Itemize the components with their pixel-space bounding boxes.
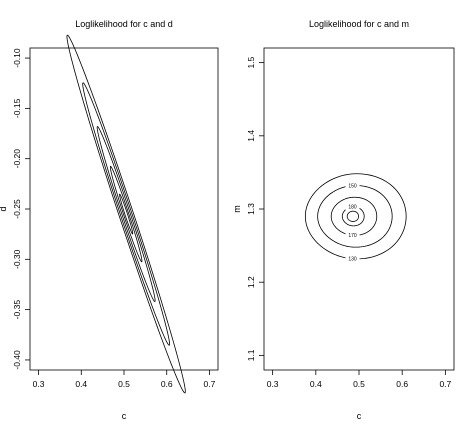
contour-line-5 — [346, 210, 359, 222]
contour-label: 180 — [348, 205, 357, 211]
x-tick-label: 0.6 — [396, 379, 408, 389]
y-tick-label: -0.35 — [12, 300, 22, 320]
y-tick-label: -0.25 — [12, 199, 22, 219]
contour-label-bg — [345, 231, 360, 239]
y-axis-label: d — [0, 206, 8, 211]
contour-label: 170 — [348, 233, 357, 239]
y-tick-label: 1.2 — [246, 276, 256, 288]
y-tick-label: -0.30 — [12, 249, 22, 269]
x-tick-label: 0.4 — [75, 379, 87, 389]
contour-label: 150 — [348, 183, 357, 189]
contour-line-1 — [304, 173, 407, 260]
y-tick-label: 1.4 — [246, 130, 256, 142]
x-axis-label: c — [122, 411, 127, 421]
chart-title: Loglikelihood for c and m — [309, 19, 409, 29]
y-tick-label: 1.1 — [246, 349, 256, 361]
x-axis-label: c — [357, 411, 362, 421]
y-tick-label: -0.20 — [12, 149, 22, 169]
x-tick-label: 0.6 — [161, 379, 173, 389]
contour-line-1 — [66, 34, 186, 394]
chart-panel-2: Loglikelihood for c and m 0.3 0.4 0.5 0.6 0.7… — [232, 19, 455, 421]
x-tick-label: 0.5 — [353, 379, 365, 389]
x-tick-label: 0.3 — [267, 379, 279, 389]
y-tick-label: -0.40 — [12, 350, 22, 370]
contour-line-5 — [119, 193, 134, 235]
contour-label-bg — [345, 182, 360, 190]
chart-title: Loglikelihood for c and d — [75, 19, 173, 29]
y-tick-label: 1.3 — [246, 203, 256, 215]
y-tick-label: 1.5 — [246, 56, 256, 68]
y-tick-label: -0.15 — [12, 98, 22, 118]
x-tick-label: 0.7 — [439, 379, 451, 389]
contour-label: 130 — [348, 257, 357, 263]
x-tick-label: 0.7 — [204, 379, 216, 389]
contour-line-3 — [96, 126, 156, 302]
x-tick-label: 0.4 — [310, 379, 322, 389]
plot-frame — [29, 47, 219, 371]
x-tick-label: 0.5 — [118, 379, 130, 389]
contour-line-3 — [330, 196, 378, 236]
contour-label-bg — [345, 255, 360, 263]
contour-label-bg — [345, 203, 360, 211]
y-tick-label: -0.10 — [12, 48, 22, 68]
contour-line-4 — [109, 165, 143, 263]
y-axis-label: m — [232, 205, 242, 213]
contour-line-2 — [82, 82, 170, 346]
x-tick-label: 0.3 — [33, 379, 45, 389]
chart-panel-1: Loglikelihood for c and d 0.3 0.4 0.5 0.6 0.7… — [0, 19, 219, 421]
contour-line-2 — [317, 185, 393, 248]
